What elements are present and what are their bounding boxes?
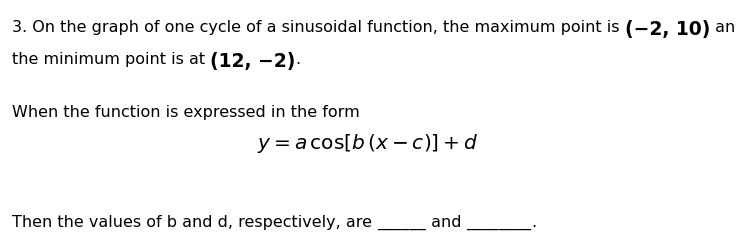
Text: ________: ________ — [467, 215, 531, 230]
Text: .: . — [296, 52, 301, 67]
Text: and: and — [426, 215, 467, 230]
Text: ______: ______ — [377, 215, 426, 230]
Text: $y = a\,\cos[b\,(x - c)] + d$: $y = a\,\cos[b\,(x - c)] + d$ — [258, 132, 478, 155]
Text: Then the values of b and d, respectively, are: Then the values of b and d, respectively… — [12, 215, 377, 230]
Text: (−2, 10): (−2, 10) — [625, 20, 710, 39]
Text: (12, −2): (12, −2) — [210, 52, 296, 71]
Text: When the function is expressed in the form: When the function is expressed in the fo… — [12, 105, 360, 120]
Text: the minimum point is at: the minimum point is at — [12, 52, 210, 67]
Text: .: . — [531, 215, 537, 230]
Text: and: and — [710, 20, 736, 35]
Text: 3. On the graph of one cycle of a sinusoidal function, the maximum point is: 3. On the graph of one cycle of a sinuso… — [12, 20, 625, 35]
